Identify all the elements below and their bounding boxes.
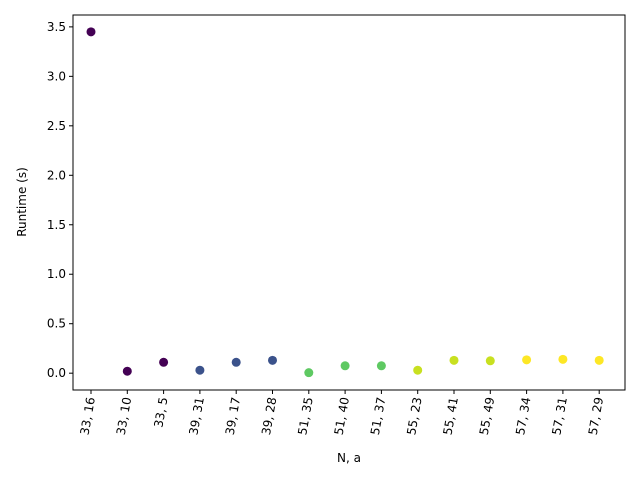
data-point: [231, 357, 241, 367]
x-tick-label: 55, 41: [441, 396, 461, 436]
data-point: [86, 27, 96, 37]
x-tick-label: 33, 5: [151, 396, 170, 429]
y-axis-label: Runtime (s): [15, 167, 29, 237]
data-point: [522, 355, 532, 365]
data-point: [376, 361, 386, 371]
data-point: [485, 356, 495, 366]
y-tick-label: 2.0: [47, 168, 66, 182]
x-tick-label: 33, 16: [78, 396, 98, 436]
data-point: [558, 354, 568, 364]
x-tick-label: 51, 35: [295, 396, 315, 436]
data-point: [195, 365, 205, 375]
y-axis: 0.0 0.5 1.0 1.5 2.0 2.5 3.0 3.5: [47, 20, 73, 380]
x-tick-label: 57, 31: [549, 396, 569, 436]
x-axis: 33, 16 33, 10 33, 5 39, 31 39, 17 39, 28 51, 3…: [78, 390, 606, 436]
x-tick-label: 55, 23: [404, 396, 424, 436]
y-tick-label: 3.0: [47, 69, 66, 83]
x-tick-label: 55, 49: [477, 396, 497, 436]
y-tick-label: 0.0: [47, 366, 66, 380]
data-point: [413, 365, 423, 375]
x-tick-label: 39, 17: [223, 396, 243, 436]
data-point: [449, 355, 459, 365]
x-tick-label: 51, 40: [332, 396, 352, 436]
data-points: [86, 27, 604, 378]
x-axis-label: N, a: [337, 451, 361, 465]
data-point: [594, 355, 604, 365]
data-point: [159, 357, 169, 367]
y-tick-label: 3.5: [47, 20, 66, 34]
x-tick-label: 33, 10: [114, 396, 134, 436]
y-tick-label: 1.0: [47, 267, 66, 281]
x-tick-label: 51, 37: [368, 396, 388, 436]
data-point: [304, 368, 314, 378]
x-tick-label: 57, 29: [586, 396, 606, 436]
y-tick-label: 0.5: [47, 317, 66, 331]
data-point: [268, 355, 277, 365]
x-tick-label: 57, 34: [513, 396, 533, 436]
x-tick-label: 39, 31: [186, 396, 206, 436]
plot-area-frame: [72, 14, 626, 391]
data-point: [122, 366, 132, 376]
x-tick-label: 39, 28: [259, 396, 279, 436]
y-tick-label: 1.5: [47, 218, 66, 232]
y-tick-label: 2.5: [47, 119, 66, 133]
data-point: [340, 361, 350, 371]
